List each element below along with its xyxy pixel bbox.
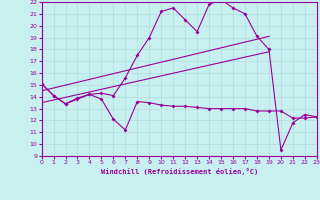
X-axis label: Windchill (Refroidissement éolien,°C): Windchill (Refroidissement éolien,°C) xyxy=(100,168,258,175)
